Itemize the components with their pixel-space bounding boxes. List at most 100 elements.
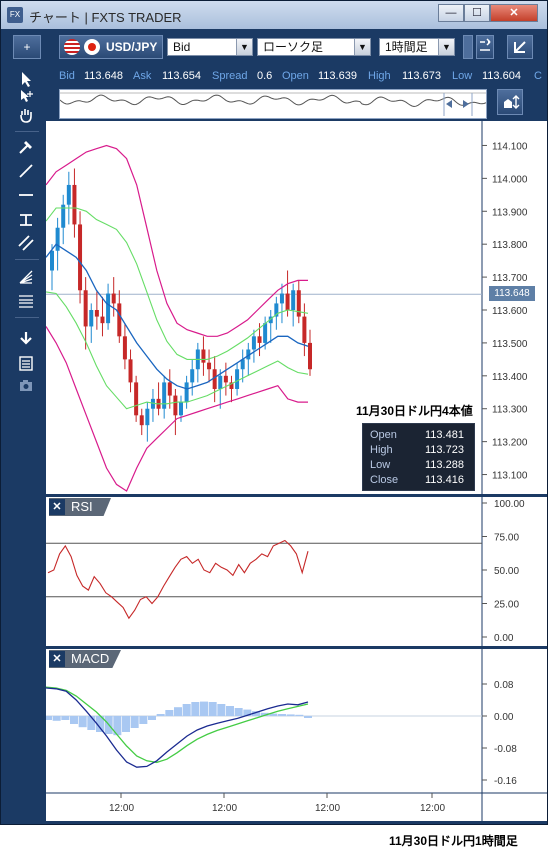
cursor-icon[interactable] [16,69,36,89]
overview-navigator[interactable] [59,89,487,119]
candle-body [134,382,139,416]
currency-pair-label: USD/JPY [106,40,158,54]
macd-histogram-bar [122,716,130,732]
current-price-tag: 113.648 [489,286,535,301]
candle-body [279,293,284,304]
candle-body [302,316,307,343]
candle-body [145,408,150,426]
fan-icon[interactable] [16,267,36,287]
close-button[interactable]: ✕ [490,4,538,22]
camera-icon[interactable] [16,375,36,395]
rsi-line [47,539,309,620]
rsi-tick-label: 75.00 [494,533,519,544]
vertical-line-icon[interactable] [16,209,36,229]
rsi-tick-label: 0.00 [494,633,514,644]
close-label: C [534,70,542,82]
chevron-down-icon: ▼ [438,39,454,55]
horizontal-line-icon[interactable] [16,185,36,205]
macd-histogram-bar [46,716,52,720]
candle-body [184,382,189,403]
bollinger-lower-1sigma-line [46,291,309,410]
macd-histogram-bar [70,716,78,724]
chart-type-select[interactable]: ローソク足 ▼ [257,38,371,56]
ohlc-row-open: Open 113.481 [370,429,464,441]
channel-icon[interactable] [16,233,36,253]
candle-body [139,415,144,426]
candle-body [285,293,290,310]
tool-separator [15,259,39,260]
toolbar-scroll[interactable] [463,35,473,59]
expand-icon [480,38,491,51]
chart-window: FX チャート | FXTS TRADER — ☐ ✕ + USD/JPY Bi… [0,0,548,825]
overview-scale-button[interactable] [497,89,523,115]
price-tick-label: 113.200 [492,438,528,449]
macd-histogram-bar [174,707,182,716]
price-type-select[interactable]: Bid ▼ [167,38,253,56]
detach-button[interactable] [507,35,533,59]
macd-histogram-bar [139,716,148,724]
crosshair-icon[interactable] [16,87,36,107]
currency-pair-button[interactable]: USD/JPY [59,35,163,59]
macd-histogram-bar [269,713,278,716]
macd-histogram-bar [226,706,234,716]
price-tick-label: 114.100 [492,141,528,152]
moving-average-line [46,243,309,390]
close-rsi-icon[interactable]: ✕ [49,499,65,515]
minimize-button[interactable]: — [438,4,464,22]
macd-panel-tab[interactable]: MACD [49,650,121,668]
bollinger-upper-line [46,144,308,337]
fibonacci-icon[interactable] [16,291,36,311]
candle-body [72,184,77,225]
macd-histogram-bar [113,716,122,736]
title-bar[interactable]: FX チャート | FXTS TRADER — ☐ ✕ [1,1,547,29]
chart-type-value: ローソク足 [263,40,324,54]
candle-body [94,310,99,317]
rsi-tick-label: 100.00 [494,499,525,510]
chart-canvas[interactable]: 114.100 114.000 113.900 113.800 113.700 113.6… [46,121,547,821]
candle-body [66,184,71,205]
price-tick-label: 113.900 [492,207,528,218]
quote-bar: Bid 113.648 Ask 113.654 Spread 0.6 Open … [46,65,547,87]
chevron-down-icon: ▼ [236,39,252,55]
add-chart-button[interactable]: + [13,35,41,59]
macd-histogram-bar [78,716,87,728]
close-macd-icon[interactable]: ✕ [49,651,65,667]
timeframe-select[interactable]: 1時間足 ▼ [379,38,455,56]
macd-histogram-bar [304,716,312,718]
overview-line [59,92,487,116]
candle-body [308,342,312,370]
tool-separator [15,131,39,132]
macd-tick-label: 0.00 [494,712,514,723]
candle-body [229,382,234,389]
candle-body [246,349,251,360]
time-tick-label: 12:00 [212,803,237,814]
macd-histogram-bar [260,712,269,716]
hammer-icon[interactable] [16,137,36,157]
candle-body [173,395,178,416]
open-label: Open [282,70,309,82]
maximize-button[interactable]: ☐ [464,4,490,22]
download-icon[interactable] [16,329,36,349]
candle-body [257,336,262,343]
ohlc-row-close: Close 113.416 [370,474,464,486]
hand-icon[interactable] [16,105,36,125]
candle-body [117,303,122,337]
macd-histogram-bar [165,710,174,716]
trendline-icon[interactable] [16,161,36,181]
macd-histogram-bar [200,701,208,716]
macd-tick-label: -0.16 [494,776,517,787]
candle-body [111,293,116,304]
macd-histogram-bar [52,716,61,721]
candle-body [162,382,167,409]
price-tick-label: 113.500 [492,339,528,350]
candle-body [212,369,217,389]
expand-button[interactable] [476,35,494,59]
low-label: Low [452,70,473,82]
candle-body [223,375,228,383]
macd-histogram-bar [191,702,200,716]
candle-body [291,290,296,310]
list-icon[interactable] [16,353,36,373]
macd-label: MACD [71,651,110,666]
time-tick-label: 12:00 [109,803,134,814]
candle-body [55,227,60,251]
